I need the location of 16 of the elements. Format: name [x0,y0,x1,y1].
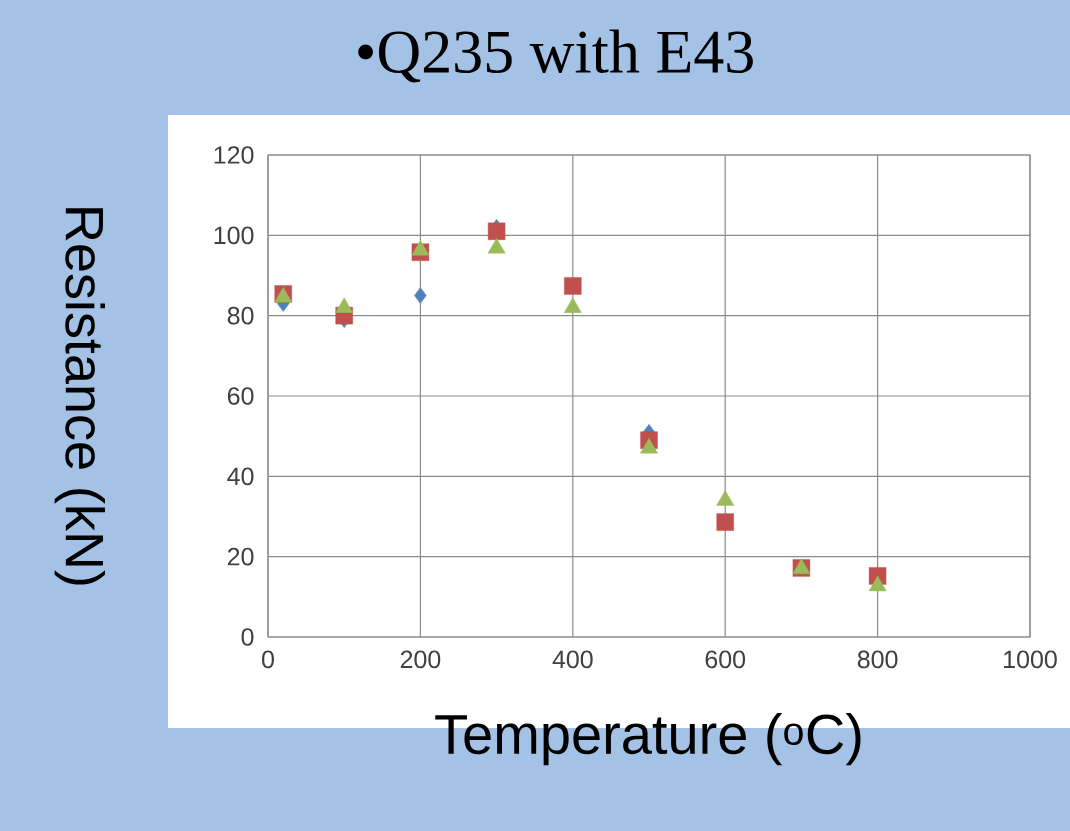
y-tick-label: 0 [241,628,254,646]
y-tick-label: 60 [227,387,254,405]
x-tick-label: 800 [857,650,898,669]
y-axis-title: Resistance (kN) [54,208,105,585]
x-axis-title: Temperature ($^{o}$C) [435,713,861,766]
x-tick-label: 600 [705,650,746,669]
chart-title: •Q235 with E43 [358,29,753,83]
y-tick-label: 120 [214,146,254,164]
x-tick-label: 0 [262,650,274,669]
x-tick-label: 200 [400,650,441,669]
y-tick-label: 80 [227,306,254,325]
y-tick-label: 40 [227,467,254,486]
y-tick-label: 20 [227,547,254,566]
x-tick-label: 1000 [1004,650,1057,669]
y-tick-label: 100 [214,226,254,245]
x-tick-label: 400 [552,650,593,669]
